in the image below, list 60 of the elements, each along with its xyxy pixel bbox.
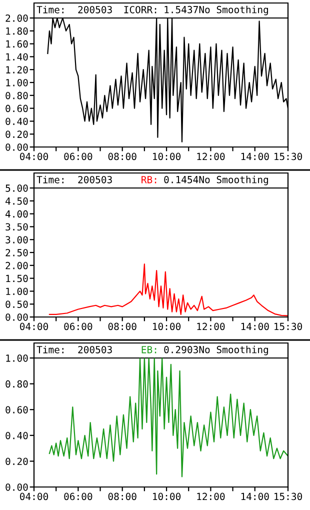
y-tick-label: 4.50 bbox=[6, 197, 28, 205]
y-tick-label: 0.00 bbox=[6, 144, 28, 151]
x-tick-label: 04:00 bbox=[20, 152, 48, 160]
y-tick-label: 0.80 bbox=[6, 380, 28, 388]
text: RB: bbox=[142, 176, 156, 184]
y-tick-label: 0.00 bbox=[6, 314, 28, 321]
series-label: ICORR: bbox=[124, 6, 156, 14]
x-tick-label: 06:00 bbox=[64, 322, 92, 330]
y-tick-label: 1.80 bbox=[6, 27, 28, 35]
y-tick-label: 3.00 bbox=[6, 236, 28, 244]
x-tick-label: 04:00 bbox=[20, 322, 48, 330]
y-tick-label: 0.60 bbox=[6, 104, 28, 112]
y-tick-label: 0.50 bbox=[6, 300, 28, 308]
x-tick-label: 14:00 bbox=[241, 492, 269, 500]
y-tick-label: 0.20 bbox=[6, 458, 28, 466]
x-tick-label: 06:00 bbox=[64, 492, 92, 500]
y-tick-label: 0.60 bbox=[6, 406, 28, 414]
y-tick-label: 4.00 bbox=[6, 210, 28, 218]
y-tick-label: 1.20 bbox=[6, 66, 28, 74]
chart-title: Time: 200503 bbox=[36, 6, 112, 14]
y-tick-label: 5.00 bbox=[6, 184, 28, 192]
line-series bbox=[48, 358, 288, 478]
chart-title: Time: 200503 bbox=[36, 176, 112, 184]
x-tick-label: 10:00 bbox=[153, 322, 181, 330]
x-tick-label: 10:00 bbox=[153, 492, 181, 500]
text: 0.2903No Smoothing bbox=[164, 346, 268, 356]
x-tick-label: 14:00 bbox=[241, 152, 269, 160]
x-tick-label: 15:30 bbox=[274, 152, 302, 160]
y-tick-label: 1.00 bbox=[6, 354, 28, 362]
y-tick-label: 0.40 bbox=[6, 432, 28, 440]
x-tick-label: 14:00 bbox=[241, 322, 269, 330]
y-tick-label: 0.00 bbox=[6, 484, 28, 491]
x-tick-label: 12:00 bbox=[197, 152, 225, 160]
y-tick-label: 0.40 bbox=[6, 118, 28, 126]
x-tick-label: 08:00 bbox=[108, 492, 136, 500]
y-tick-label: 2.50 bbox=[6, 249, 28, 256]
y-tick-label: 1.60 bbox=[6, 40, 28, 48]
chart-title: Time: 200503 bbox=[36, 346, 112, 354]
series-label: EB: bbox=[142, 346, 156, 354]
x-tick-label: 08:00 bbox=[108, 322, 136, 330]
y-tick-label: 0.20 bbox=[6, 130, 28, 138]
y-tick-label: 1.00 bbox=[6, 79, 28, 86]
x-tick-label: 08:00 bbox=[108, 152, 136, 160]
x-tick-label: 12:00 bbox=[197, 492, 225, 500]
x-tick-label: 15:30 bbox=[274, 492, 302, 500]
x-tick-label: 04:00 bbox=[20, 492, 48, 500]
y-tick-label: 3.50 bbox=[6, 223, 28, 231]
text: 0.1454No Smoothing bbox=[164, 176, 268, 186]
text: 1.5437No Smoothing bbox=[164, 6, 268, 16]
x-tick-label: 15:30 bbox=[274, 322, 302, 330]
y-tick-label: 1.40 bbox=[6, 53, 28, 61]
y-tick-label: 2.00 bbox=[6, 14, 28, 22]
y-tick-label: 1.50 bbox=[6, 274, 28, 282]
y-tick-label: 0.80 bbox=[6, 92, 28, 100]
y-tick-label: 1.00 bbox=[6, 288, 28, 296]
x-tick-label: 12:00 bbox=[197, 322, 225, 330]
x-tick-label: 10:00 bbox=[153, 152, 181, 160]
y-tick-label: 2.00 bbox=[6, 262, 28, 270]
line-series bbox=[48, 264, 288, 316]
x-tick-label: 06:00 bbox=[64, 152, 92, 160]
